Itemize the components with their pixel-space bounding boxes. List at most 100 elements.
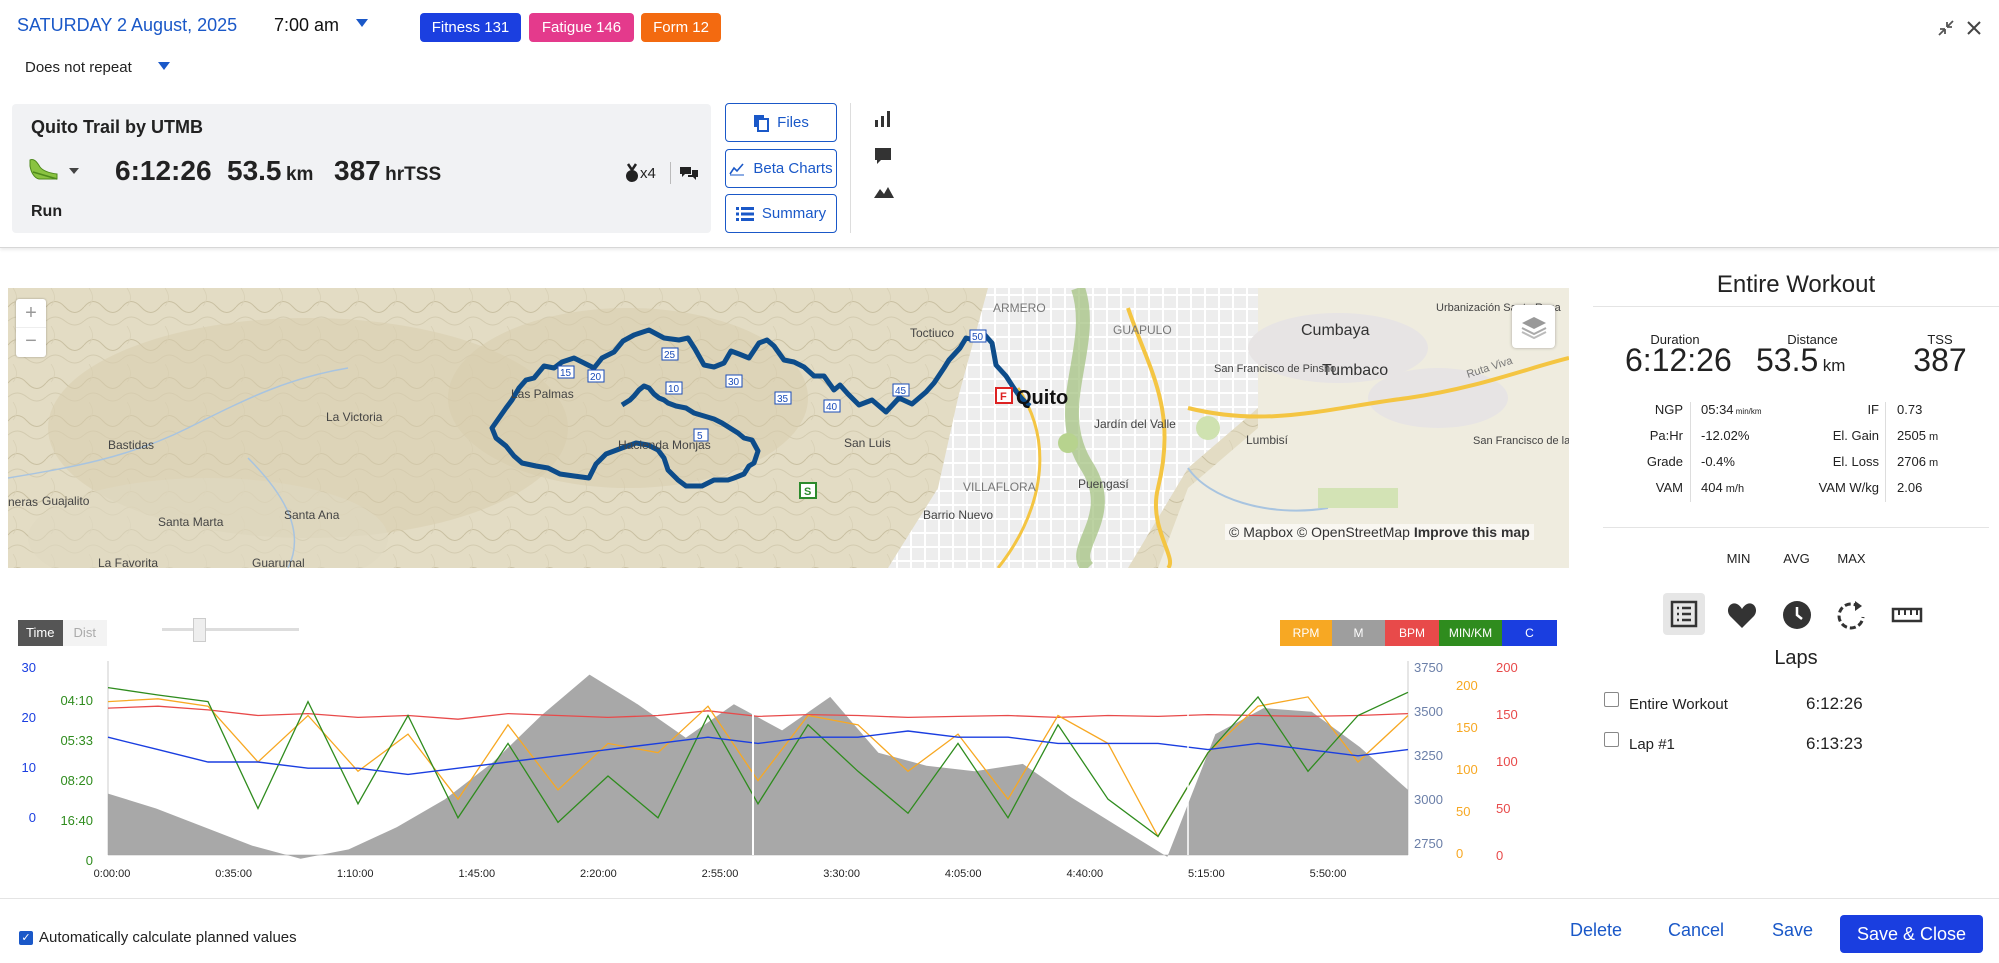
save-close-button[interactable]: Save & Close xyxy=(1840,915,1983,953)
lap-name[interactable]: Lap #1 xyxy=(1629,736,1675,753)
place-label: GUAPULO xyxy=(1113,323,1172,337)
rpm-axis-tick: 200 xyxy=(1456,678,1478,693)
bpm-axis-tick: 0 xyxy=(1496,848,1503,863)
km-marker: 50 xyxy=(972,332,984,343)
workout-stats-panel: Entire Workout Duration 6:12:26 Distance… xyxy=(1593,262,1999,862)
dist-toggle[interactable]: Dist xyxy=(62,620,107,646)
stat-unit: min/km xyxy=(1733,407,1762,416)
km-marker: 15 xyxy=(560,368,572,379)
zoom-slider-track[interactable] xyxy=(162,628,299,631)
cancel-button[interactable]: Cancel xyxy=(1668,920,1725,940)
improve-map-link[interactable]: Improve this map xyxy=(1413,524,1530,540)
stat-value: 404 m/h xyxy=(1701,480,1745,495)
km-marker: 30 xyxy=(728,377,740,388)
place-label: Toctiuco xyxy=(910,326,954,340)
duration-label: Duration xyxy=(1650,332,1700,347)
legend-pace[interactable]: MIN/KM xyxy=(1439,620,1502,646)
workout-title[interactable]: Quito Trail by UTMB xyxy=(31,117,204,137)
bpm-axis-tick: 50 xyxy=(1496,801,1510,816)
map-layers-button[interactable] xyxy=(1512,305,1555,348)
divider xyxy=(850,103,851,233)
chevron-down-icon[interactable] xyxy=(69,168,79,174)
x-tick-label: 0:00:00 xyxy=(94,868,131,880)
fitness-badge: Fitness 131 xyxy=(420,13,521,42)
legend-m[interactable]: M xyxy=(1332,620,1385,646)
medal-icon[interactable] xyxy=(625,163,639,183)
finish-marker[interactable]: F xyxy=(995,387,1013,404)
route-map[interactable]: 5 10 15 20 25 30 35 40 45 50 S F Quito C… xyxy=(8,288,1569,568)
series-line-bpm xyxy=(107,705,1409,720)
place-label: Jardín del Valle xyxy=(1094,417,1176,431)
attribution-text[interactable]: © Mapbox © OpenStreetMap xyxy=(1229,524,1410,540)
stat-unit: m/h xyxy=(1722,483,1745,495)
zoom-out-button[interactable]: − xyxy=(25,330,37,352)
summary-button[interactable]: Summary xyxy=(725,194,837,233)
rpm-axis-tick: 150 xyxy=(1456,720,1478,735)
close-icon[interactable] xyxy=(1965,19,1983,37)
fatigue-badge: Fatigue 146 xyxy=(529,13,634,42)
elevation-axis-tick: 3000 xyxy=(1414,792,1443,807)
zoom-in-button[interactable]: + xyxy=(16,299,46,328)
repeat-select[interactable]: Does not repeat xyxy=(25,59,170,76)
clock-icon[interactable] xyxy=(1782,600,1812,630)
chart-icon xyxy=(729,162,745,175)
heart-icon[interactable] xyxy=(1727,601,1757,629)
auto-calc-option[interactable]: ✓ Automatically calculate planned values xyxy=(19,929,297,946)
check-icon[interactable]: ✓ xyxy=(19,930,33,945)
delete-button[interactable]: Delete xyxy=(1570,920,1623,940)
place-label: Guarumal xyxy=(252,556,305,568)
comments-icon[interactable] xyxy=(679,165,699,181)
lap-checkbox[interactable] xyxy=(1604,732,1619,747)
laps-tab[interactable] xyxy=(1663,593,1705,635)
map-canvas[interactable]: 5 10 15 20 25 30 35 40 45 50 S F Quito C… xyxy=(8,288,1569,568)
km-marker: 40 xyxy=(826,402,838,413)
x-tick-label: 2:20:00 xyxy=(580,868,617,880)
workout-header: SATURDAY 2 August, 2025 7:00 am Fitness … xyxy=(0,0,1999,248)
cadence-icon[interactable] xyxy=(1837,599,1867,631)
place-label: Lumbisí xyxy=(1246,433,1289,447)
zoom-slider-handle[interactable] xyxy=(193,618,206,642)
run-shoe-icon[interactable] xyxy=(27,154,61,182)
bar-chart-icon[interactable] xyxy=(874,110,892,128)
workout-duration[interactable]: 6:12:26 xyxy=(115,155,212,186)
lap-checkbox[interactable] xyxy=(1604,692,1619,707)
workout-time-select[interactable]: 7:00 am xyxy=(274,15,369,36)
x-tick-label: 2:55:00 xyxy=(702,868,739,880)
collapse-icon[interactable] xyxy=(1937,19,1955,37)
workout-tss[interactable]: 387 hrTSS xyxy=(334,155,441,187)
legend-c[interactable]: C xyxy=(1502,620,1557,646)
elevation-icon[interactable] xyxy=(874,185,894,199)
km-marker: 35 xyxy=(777,394,789,405)
list-icon xyxy=(735,206,754,221)
beta-charts-button[interactable]: Beta Charts xyxy=(725,149,837,188)
beta-charts-label: Beta Charts xyxy=(753,160,833,177)
auto-calc-label: Automatically calculate planned values xyxy=(39,929,297,946)
laps-title: Laps xyxy=(1774,647,1818,669)
workout-chart[interactable]: 0:00:00 0:35:00 1:10:00 1:45:00 2:20:00 2:55:… xyxy=(0,655,1580,895)
workout-summary-card: Quito Trail by UTMB 6:12:26 53.5 km 387 … xyxy=(12,104,711,233)
c-axis-tick: 30 xyxy=(22,660,36,675)
legend-rpm[interactable]: RPM xyxy=(1280,620,1332,646)
place-label: Tumbaco xyxy=(1322,362,1388,379)
place-label: Santa Marta xyxy=(158,515,224,529)
tss-unit: hrTSS xyxy=(385,164,442,185)
files-icon xyxy=(754,114,770,132)
ruler-icon[interactable] xyxy=(1891,605,1923,625)
time-toggle[interactable]: Time xyxy=(18,620,63,646)
route-line[interactable] xyxy=(489,327,1032,489)
stat-label: VAM xyxy=(1655,480,1683,495)
save-button[interactable]: Save xyxy=(1772,920,1814,940)
comment-icon[interactable] xyxy=(874,147,892,165)
files-button[interactable]: Files xyxy=(725,103,837,142)
c-axis-tick: 0 xyxy=(29,810,36,825)
rpm-axis-tick: 50 xyxy=(1456,804,1470,819)
workout-distance[interactable]: 53.5 km xyxy=(227,155,313,187)
place-label: Puengasí xyxy=(1078,477,1129,491)
legend-bpm[interactable]: BPM xyxy=(1385,620,1439,646)
distance-unit: km xyxy=(1822,356,1846,375)
workout-date[interactable]: SATURDAY 2 August, 2025 xyxy=(17,15,238,35)
place-label: La Victoria xyxy=(326,410,383,424)
lap-name[interactable]: Entire Workout xyxy=(1629,696,1728,713)
start-marker[interactable]: S xyxy=(799,482,817,499)
map-attribution: © Mapbox © OpenStreetMap Improve this ma… xyxy=(1225,524,1534,540)
